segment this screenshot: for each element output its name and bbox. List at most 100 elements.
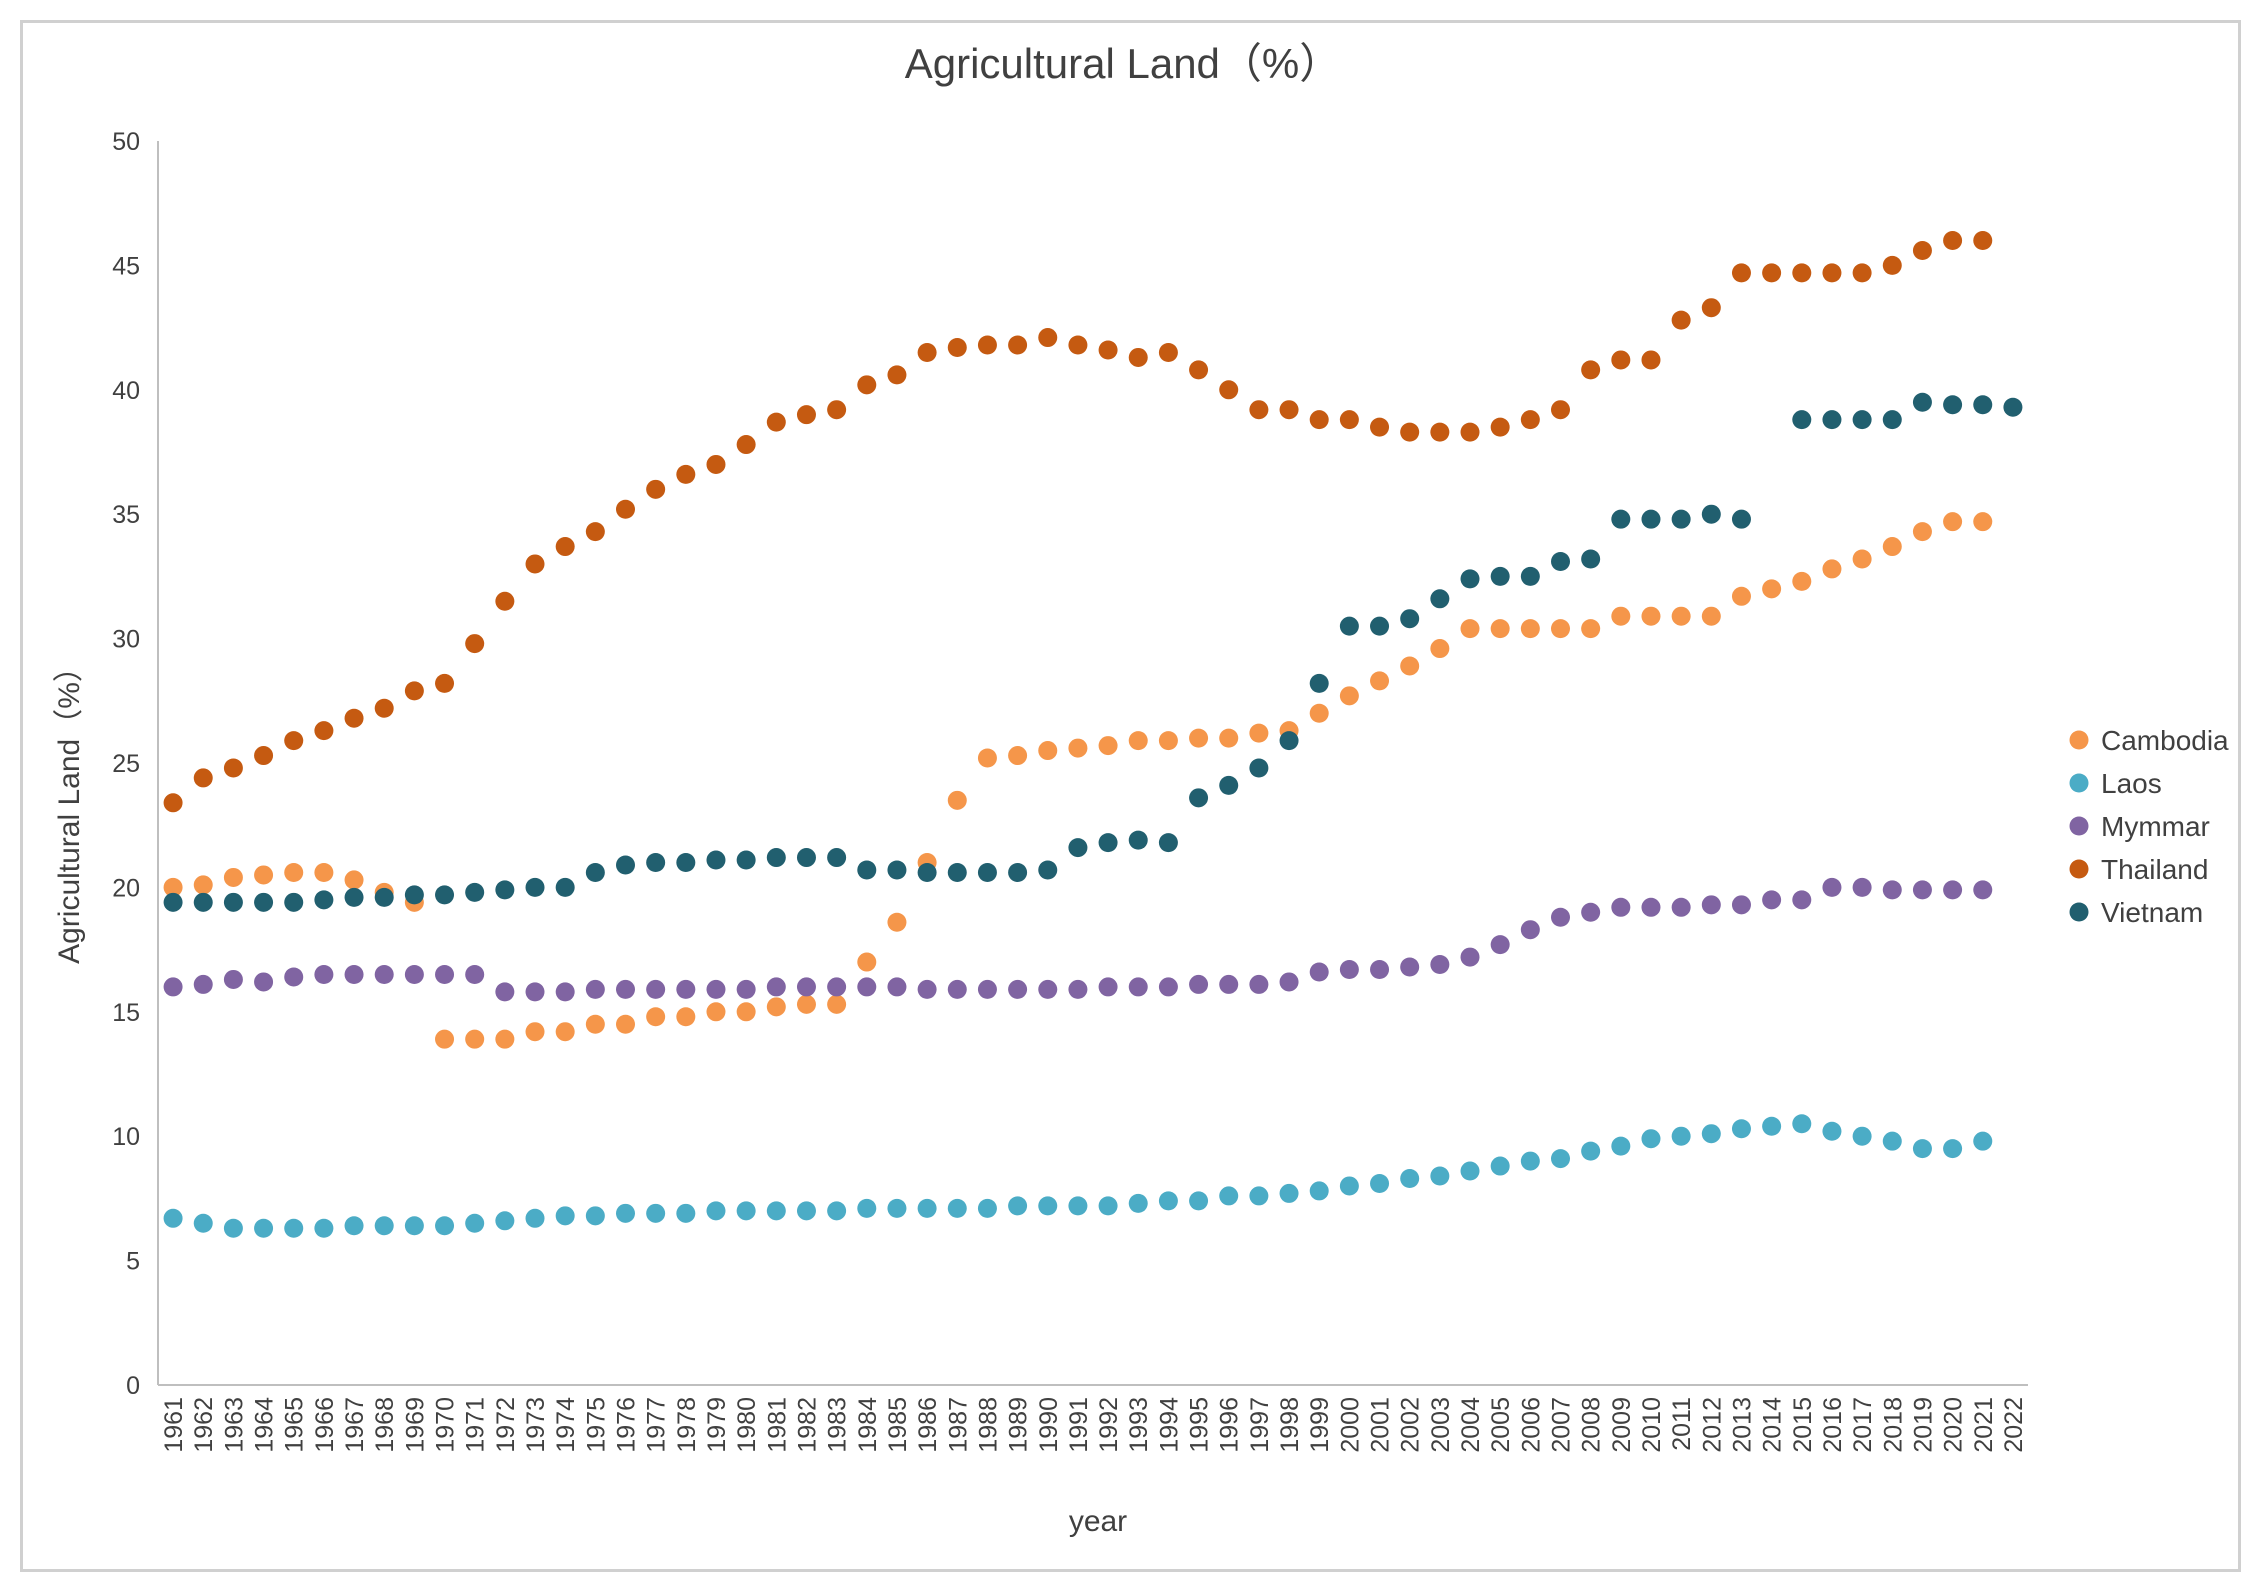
x-tick-label: 2002	[1397, 1397, 1425, 1453]
data-point	[1792, 410, 1812, 430]
data-point	[706, 979, 726, 999]
data-point	[1852, 1126, 1872, 1146]
series-vietnam	[163, 392, 2023, 912]
data-point	[706, 850, 726, 870]
data-point	[1038, 979, 1058, 999]
x-tick-label: 1981	[763, 1397, 791, 1453]
data-point	[163, 892, 183, 912]
data-point	[1158, 342, 1178, 362]
data-point	[917, 979, 937, 999]
data-point	[374, 698, 394, 718]
data-point	[1671, 310, 1691, 330]
data-point	[1581, 1141, 1601, 1161]
data-point	[344, 870, 364, 890]
data-point	[1430, 1166, 1450, 1186]
data-point	[1068, 1196, 1088, 1216]
data-point	[1068, 979, 1088, 999]
x-tick-label: 1998	[1276, 1397, 1304, 1453]
x-tick-label: 2000	[1336, 1397, 1364, 1453]
data-point	[314, 721, 334, 741]
x-tick-label: 1969	[401, 1397, 429, 1453]
data-point	[1309, 673, 1329, 693]
x-tick-label: 1972	[492, 1397, 520, 1453]
data-point	[525, 1022, 545, 1042]
data-point	[1671, 509, 1691, 529]
data-point	[766, 977, 786, 997]
data-point	[495, 880, 515, 900]
data-point	[616, 1203, 635, 1223]
data-point	[193, 768, 213, 788]
data-point	[1882, 880, 1902, 900]
x-tick-label: 1990	[1035, 1397, 1063, 1453]
x-tick-label: 1995	[1186, 1397, 1214, 1453]
data-point	[1339, 960, 1359, 980]
data-point	[1008, 862, 1028, 882]
data-point	[254, 746, 274, 766]
data-point	[616, 979, 635, 999]
data-point	[1460, 619, 1480, 639]
data-point	[1701, 895, 1721, 915]
data-point	[1339, 686, 1359, 706]
data-point	[1490, 566, 1510, 586]
data-point	[706, 454, 726, 474]
data-point	[223, 1218, 243, 1238]
data-point	[917, 862, 937, 882]
x-tick-label: 1986	[914, 1397, 942, 1453]
data-point	[1611, 350, 1631, 370]
data-point	[676, 853, 696, 873]
data-point	[163, 793, 183, 813]
data-point	[1098, 340, 1118, 360]
data-point	[1370, 671, 1390, 691]
x-tick-label: 1996	[1216, 1397, 1244, 1453]
data-point	[1490, 1156, 1510, 1176]
x-tick-label: 1989	[1005, 1397, 1033, 1453]
data-point	[676, 979, 696, 999]
data-point	[1973, 512, 1993, 532]
data-point	[223, 758, 243, 778]
x-axis-title: year	[1069, 1505, 1127, 1538]
x-tick-label: 1984	[854, 1397, 882, 1453]
x-tick-label: 2004	[1457, 1397, 1485, 1453]
x-tick-label: 2003	[1427, 1397, 1455, 1453]
data-point	[796, 405, 816, 425]
x-tick-label: 1978	[673, 1397, 701, 1453]
x-tick-label: 2016	[1819, 1397, 1847, 1453]
data-point	[374, 1216, 394, 1236]
data-point	[1249, 974, 1269, 994]
data-point	[1882, 1131, 1902, 1151]
data-point	[1973, 880, 1993, 900]
x-tick-label: 1973	[522, 1397, 550, 1453]
y-tick-labels: 0 5 10 15 20 25 30 35 40 45 50	[112, 128, 140, 1400]
data-point	[1249, 1186, 1269, 1206]
y-tick-label: 20	[112, 874, 140, 902]
data-point	[887, 860, 907, 880]
data-point	[887, 977, 907, 997]
data-point	[1038, 860, 1058, 880]
data-point	[525, 877, 545, 897]
data-point	[555, 1022, 575, 1042]
data-point	[465, 964, 485, 984]
data-point	[193, 1213, 213, 1233]
data-point	[1520, 410, 1540, 430]
data-point	[1400, 1168, 1420, 1188]
data-point	[1581, 360, 1601, 380]
series-cambodia	[163, 512, 1993, 1049]
legend-item: Mymmar	[2069, 811, 2210, 842]
data-point	[1068, 738, 1088, 758]
legend-item: Laos	[2069, 768, 2162, 799]
data-point	[796, 848, 816, 868]
data-points	[163, 231, 2023, 1238]
data-point	[766, 412, 786, 432]
data-point	[1973, 1131, 1993, 1151]
data-point	[1701, 504, 1721, 524]
legend-label: Cambodia	[2101, 725, 2229, 756]
data-point	[977, 862, 997, 882]
x-tick-label: 1980	[733, 1397, 761, 1453]
data-point	[1400, 609, 1420, 629]
data-point	[1370, 1173, 1390, 1193]
data-point	[254, 1218, 274, 1238]
data-point	[1852, 410, 1872, 430]
x-tick-label: 1988	[974, 1397, 1002, 1453]
data-point	[827, 1201, 847, 1221]
data-point	[1309, 962, 1329, 982]
